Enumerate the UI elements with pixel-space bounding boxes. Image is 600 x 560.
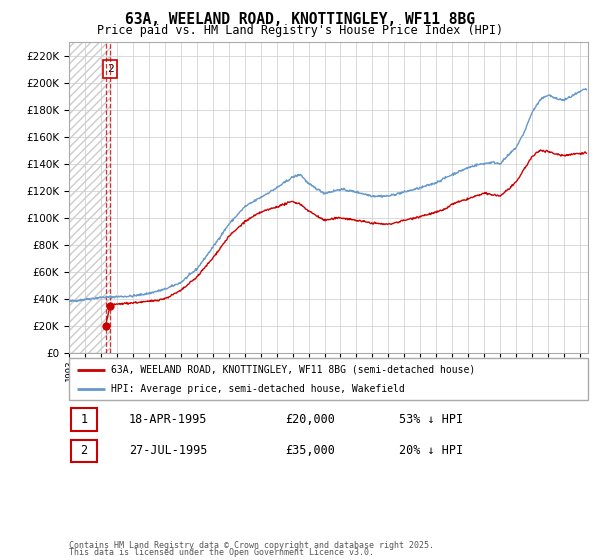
- Text: Price paid vs. HM Land Registry's House Price Index (HPI): Price paid vs. HM Land Registry's House …: [97, 24, 503, 36]
- Text: 27-JUL-1995: 27-JUL-1995: [129, 444, 208, 458]
- FancyBboxPatch shape: [71, 440, 97, 462]
- Text: £20,000: £20,000: [285, 413, 335, 426]
- Text: 2: 2: [80, 444, 88, 458]
- Text: 63A, WEELAND ROAD, KNOTTINGLEY, WF11 8BG (semi-detached house): 63A, WEELAND ROAD, KNOTTINGLEY, WF11 8BG…: [110, 365, 475, 375]
- FancyBboxPatch shape: [71, 408, 97, 431]
- Text: HPI: Average price, semi-detached house, Wakefield: HPI: Average price, semi-detached house,…: [110, 384, 404, 394]
- Text: Contains HM Land Registry data © Crown copyright and database right 2025.: Contains HM Land Registry data © Crown c…: [69, 541, 434, 550]
- Text: This data is licensed under the Open Government Licence v3.0.: This data is licensed under the Open Gov…: [69, 548, 374, 557]
- Text: 2: 2: [107, 64, 113, 74]
- Text: £35,000: £35,000: [285, 444, 335, 458]
- FancyBboxPatch shape: [69, 358, 588, 400]
- Text: 20% ↓ HPI: 20% ↓ HPI: [399, 444, 463, 458]
- Text: 53% ↓ HPI: 53% ↓ HPI: [399, 413, 463, 426]
- Text: 63A, WEELAND ROAD, KNOTTINGLEY, WF11 8BG: 63A, WEELAND ROAD, KNOTTINGLEY, WF11 8BG: [125, 12, 475, 27]
- Text: 18-APR-1995: 18-APR-1995: [129, 413, 208, 426]
- Text: 1: 1: [80, 413, 88, 426]
